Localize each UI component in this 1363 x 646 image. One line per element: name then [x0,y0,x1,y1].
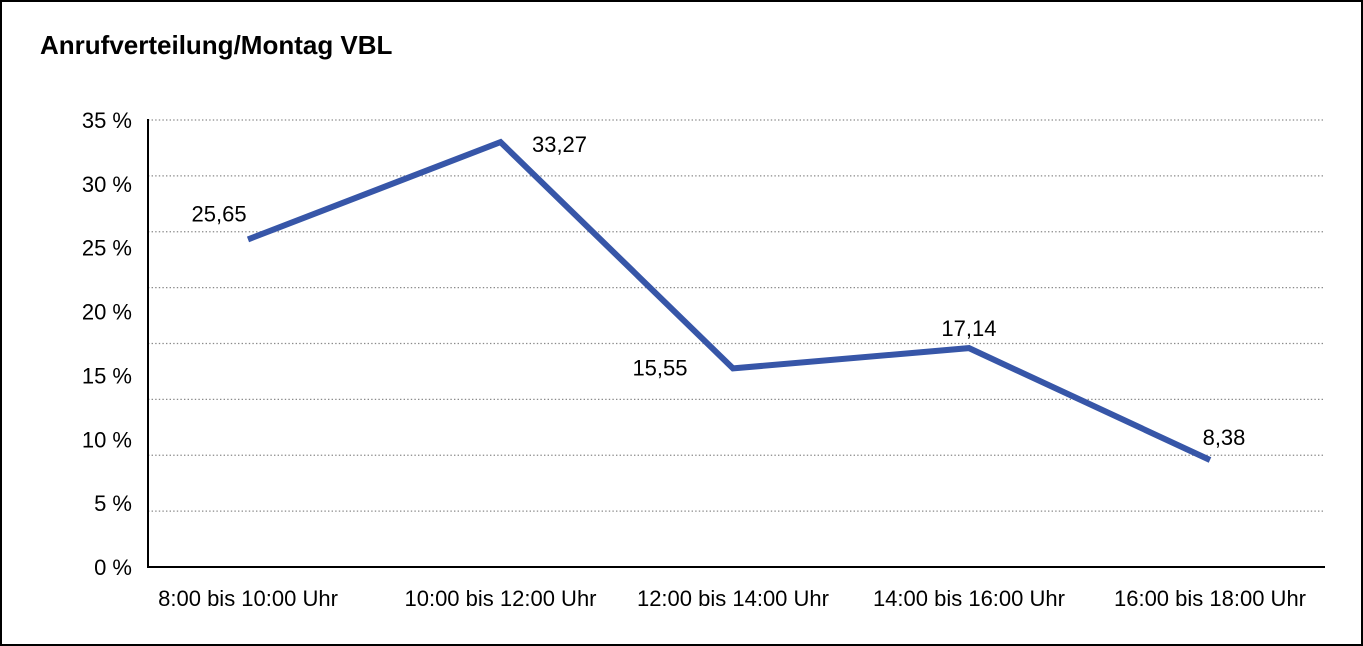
data-point-label: 15,55 [632,355,687,380]
y-tick-label: 20 % [82,300,132,325]
x-category-label: 12:00 bis 14:00 Uhr [637,586,829,611]
y-tick-label: 15 % [82,363,132,388]
chart-title: Anrufverteilung/Montag VBL [40,30,393,60]
y-tick-label: 0 % [94,555,132,580]
y-tick-label: 5 % [94,491,132,516]
y-tick-label: 30 % [82,172,132,197]
series-line [246,138,1212,463]
data-point-label: 33,27 [532,132,587,157]
data-point-label: 17,14 [941,316,996,341]
data-point-label: 25,65 [192,201,247,226]
y-tick-label: 25 % [82,236,132,261]
y-tick-label: 10 % [82,427,132,452]
x-category-label: 10:00 bis 12:00 Uhr [404,586,596,611]
y-tick-label: 35 % [82,108,132,133]
data-point-label: 8,38 [1203,425,1246,450]
x-category-label: 16:00 bis 18:00 Uhr [1114,586,1306,611]
x-category-label: 8:00 bis 10:00 Uhr [158,586,338,611]
x-category-label: 14:00 bis 16:00 Uhr [873,586,1065,611]
